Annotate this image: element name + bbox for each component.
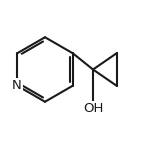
Text: OH: OH — [83, 101, 103, 115]
Text: N: N — [12, 79, 22, 92]
